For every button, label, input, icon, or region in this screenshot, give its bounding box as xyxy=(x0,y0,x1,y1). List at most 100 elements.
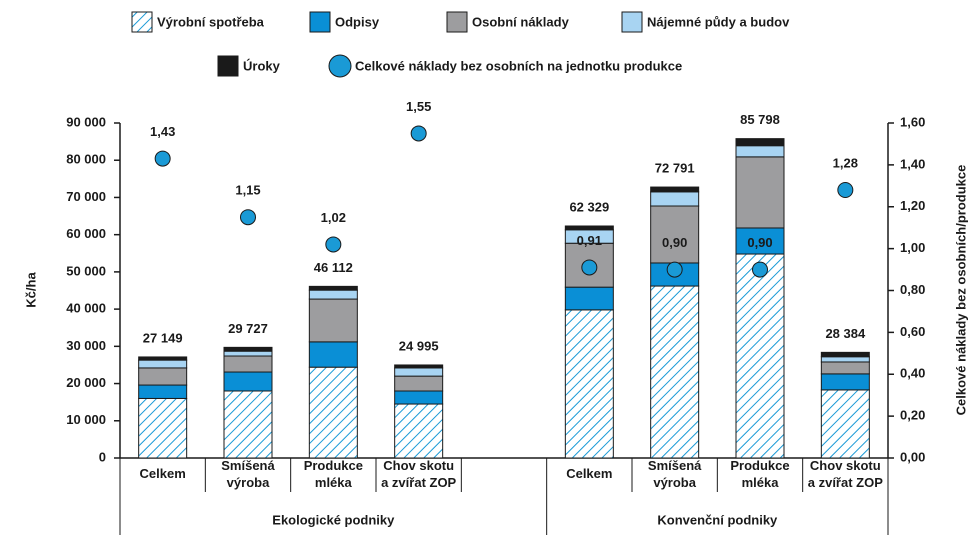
bar-segment xyxy=(564,309,614,459)
x-tick-label: Smíšená výroba xyxy=(221,458,275,490)
bar-segment xyxy=(138,384,188,399)
point-label: 1,15 xyxy=(235,183,260,198)
total-label: 29 727 xyxy=(228,321,268,336)
y-tick-label: 30 000 xyxy=(66,338,106,353)
x-tick-label: Produkce mléka xyxy=(730,458,789,490)
bar-segment xyxy=(394,364,444,369)
legend-swatch xyxy=(217,55,239,77)
bar-segment xyxy=(735,253,785,459)
y2-tick-label: 1,60 xyxy=(900,114,925,129)
x-tick-label: Celkem xyxy=(140,466,186,481)
point-label: 1,02 xyxy=(321,210,346,225)
bar-segment xyxy=(394,375,444,392)
y2-tick-label: 0,60 xyxy=(900,324,925,339)
point xyxy=(581,259,598,276)
point xyxy=(325,236,342,253)
total-label: 85 798 xyxy=(740,112,780,127)
bar-segment xyxy=(820,373,870,391)
x-tick-label: Celkem xyxy=(566,466,612,481)
point-label: 1,43 xyxy=(150,124,175,139)
bar-segment xyxy=(564,286,614,311)
bar-segment xyxy=(650,186,700,193)
bar-segment xyxy=(223,350,273,357)
bar-segment xyxy=(650,205,700,264)
legend-swatch xyxy=(328,54,352,78)
bar-segment xyxy=(820,351,870,358)
point-label: 0,90 xyxy=(747,235,772,250)
y-tick-label: 50 000 xyxy=(66,263,106,278)
legend-swatch xyxy=(446,11,468,33)
point-label: 1,55 xyxy=(406,99,431,114)
y2-tick-label: 0,00 xyxy=(900,449,925,464)
y2-tick-label: 1,40 xyxy=(900,156,925,171)
bar-segment xyxy=(394,390,444,405)
bar-segment xyxy=(138,359,188,369)
bar-segment xyxy=(735,138,785,147)
bar-segment xyxy=(138,397,188,459)
x-tick-label: Smíšená výroba xyxy=(648,458,702,490)
bar-segment xyxy=(138,367,188,386)
legend-label: Výrobní spotřeba xyxy=(157,14,265,29)
bar-segment xyxy=(223,355,273,373)
total-label: 72 791 xyxy=(655,160,695,175)
bar-segment xyxy=(650,285,700,459)
legend-label: Nájemné půdy a budov xyxy=(647,14,790,29)
y-axis-label: Kč/ha xyxy=(23,272,38,308)
point xyxy=(154,150,171,167)
point-label: 0,90 xyxy=(662,235,687,250)
y2-tick-label: 0,20 xyxy=(900,408,925,423)
bar-segment xyxy=(223,346,273,352)
point-label: 1,28 xyxy=(833,155,858,170)
total-label: 62 329 xyxy=(569,199,609,214)
bar-segment xyxy=(735,156,785,229)
y-tick-label: 90 000 xyxy=(66,114,106,129)
x-tick-label: Chov skotu a zvířat ZOP xyxy=(808,458,883,490)
total-label: 28 384 xyxy=(825,326,866,341)
y-tick-label: 20 000 xyxy=(66,375,106,390)
bar-segment xyxy=(223,371,273,392)
group-label: Konvenční podniky xyxy=(657,512,778,527)
legend-label: Celkové náklady bez osobních na jednotku… xyxy=(355,58,682,73)
bar-segment xyxy=(564,225,614,231)
y-tick-label: 80 000 xyxy=(66,152,106,167)
y-tick-label: 0 xyxy=(99,449,106,464)
bar-segment xyxy=(308,285,358,291)
total-label: 24 995 xyxy=(399,338,439,353)
y2-tick-label: 1,20 xyxy=(900,198,925,213)
y-tick-label: 40 000 xyxy=(66,301,106,316)
point xyxy=(240,209,256,226)
bar-segment xyxy=(308,289,358,300)
bar-segment xyxy=(820,389,870,459)
bar-segment xyxy=(820,361,870,375)
y2-axis-label: Celkové náklady bez osobních/produkce xyxy=(953,165,968,416)
point xyxy=(752,261,768,278)
bar-segment xyxy=(394,403,444,459)
x-tick-label: Chov skotu a zvířat ZOP xyxy=(381,458,456,490)
legend-swatch xyxy=(621,11,643,33)
y2-tick-label: 0,80 xyxy=(900,282,925,297)
point xyxy=(837,182,854,198)
y-tick-label: 10 000 xyxy=(66,412,106,427)
legend-label: Úroky xyxy=(243,58,281,73)
total-label: 46 112 xyxy=(314,260,353,275)
bar-segment xyxy=(394,367,444,377)
x-tick-label: Produkce mléka xyxy=(304,458,363,490)
bar-segment xyxy=(820,356,870,363)
legend-label: Osobní náklady xyxy=(472,14,570,29)
bar-segment xyxy=(308,366,358,459)
point xyxy=(410,125,427,142)
legend-swatch xyxy=(309,11,331,33)
group-label: Ekologické podniky xyxy=(272,512,395,527)
bar-segment xyxy=(650,191,700,207)
legend-swatch xyxy=(131,11,153,33)
legend-label: Odpisy xyxy=(335,14,380,29)
bar-segment xyxy=(735,145,785,158)
bar-segment xyxy=(223,390,273,459)
y-tick-label: 70 000 xyxy=(66,189,106,204)
point-label: 0,91 xyxy=(577,233,602,248)
bar-segment xyxy=(138,356,188,361)
total-label: 27 149 xyxy=(143,330,183,345)
bar-segment xyxy=(308,298,358,343)
y2-tick-label: 0,40 xyxy=(900,366,925,381)
